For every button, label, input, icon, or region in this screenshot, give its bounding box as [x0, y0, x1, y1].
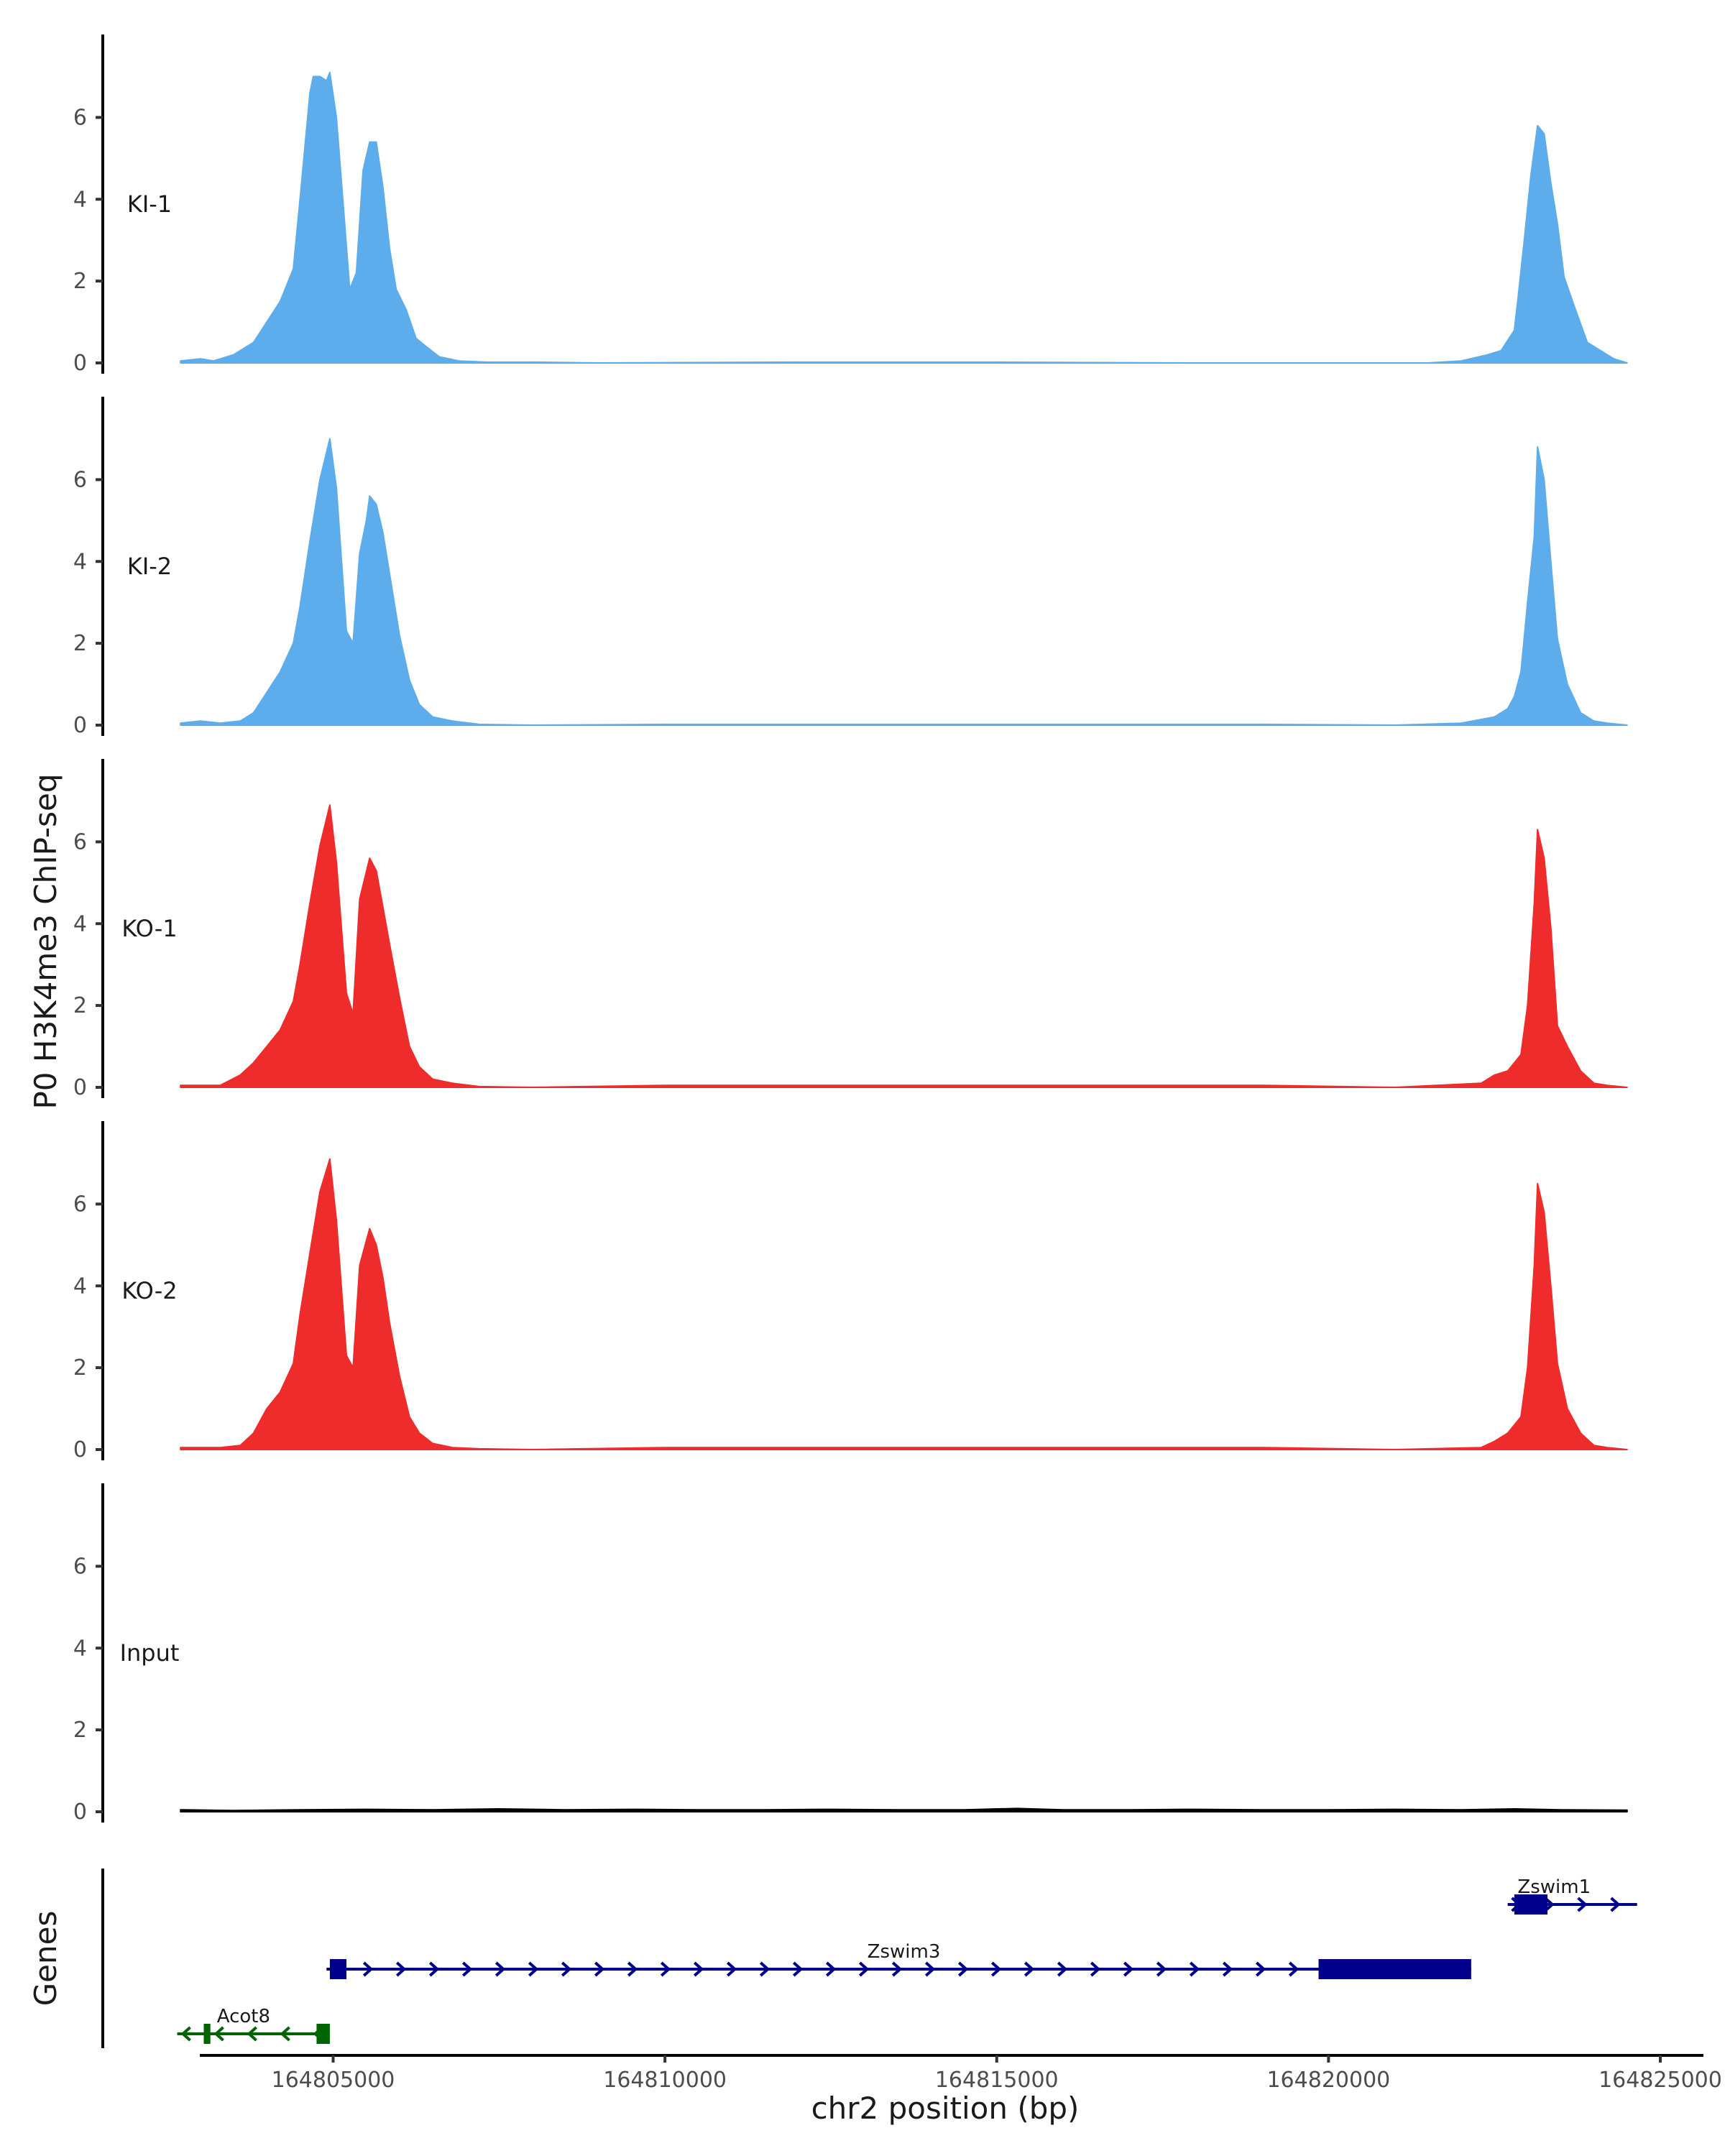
y-tick-label: 4 [73, 549, 87, 574]
strand-chevron [1123, 1961, 1134, 1977]
strand-chevron [1024, 1961, 1035, 1977]
strand-chevron [627, 1961, 638, 1977]
gene-exon [329, 1959, 346, 1979]
track-label: Input [120, 1639, 180, 1667]
strand-chevron [395, 1961, 407, 1977]
strand-chevron [494, 1961, 506, 1977]
y-tick-label: 2 [73, 1355, 87, 1381]
strand-chevron [1255, 1961, 1266, 1977]
y-tick-label: 6 [73, 1554, 87, 1579]
genes-axis-title: Genes [28, 1911, 63, 2007]
y-tick-label: 4 [73, 1636, 87, 1661]
strand-chevron [180, 2026, 191, 2042]
track-label: KO-1 [121, 915, 177, 942]
y-tick-label: 6 [73, 105, 87, 130]
y-tick-label: 0 [73, 1437, 87, 1462]
gene-zswim3: Zswim3 [326, 1941, 1471, 1979]
strand-chevron [1156, 1961, 1167, 1977]
strand-chevron [858, 1961, 870, 1977]
strand-chevron [891, 1961, 903, 1977]
strand-chevron [528, 1961, 539, 1977]
gene-exon [316, 2024, 330, 2044]
track-ki-2: 0 2 4 6 KI-2 [73, 397, 1628, 738]
strand-chevron [247, 2026, 257, 2042]
track-label: KI-2 [127, 553, 172, 580]
strand-chevron [924, 1961, 936, 1977]
gene-annotation-panel: Zswim1 Zswim3 Acot8 [101, 1869, 1637, 2048]
signal-tracks: 0 2 4 6 KI-1 0 2 4 6 KI-2 0 2 4 6 KO-1 0 2 4 6 KO-2 0 2 4 6 Inpu… [73, 34, 1628, 1825]
y-tick-label: 2 [73, 1718, 87, 1743]
x-tick-label: 164805000 [272, 2068, 395, 2093]
strand-chevron [213, 2026, 224, 2042]
strand-chevron [1189, 1961, 1200, 1977]
strand-chevron [1288, 1961, 1300, 1977]
y-axis-title: P0 H3K4me3 ChIP-seq [28, 773, 63, 1109]
gene-exon [1318, 1959, 1471, 1979]
strand-chevron [759, 1961, 770, 1977]
strand-chevron [362, 1961, 374, 1977]
signal-area [180, 1158, 1628, 1450]
y-tick-label: 0 [73, 351, 87, 376]
strand-chevron [693, 1961, 704, 1977]
strand-chevron [990, 1961, 1002, 1977]
strand-chevron [1610, 1897, 1621, 1912]
y-tick-label: 2 [73, 631, 87, 656]
strand-chevron [660, 1961, 671, 1977]
strand-chevron [594, 1961, 605, 1977]
y-tick-label: 4 [73, 187, 87, 212]
track-input: 0 2 4 6 Input [73, 1483, 1628, 1825]
strand-chevron [280, 2026, 290, 2042]
gene-zswim1: Zswim1 [1507, 1876, 1637, 1915]
gene-acot8: Acot8 [177, 2006, 330, 2044]
track-label: KI-1 [127, 190, 172, 218]
track-ko-1: 0 2 4 6 KO-1 [73, 759, 1628, 1100]
x-tick-label: 164815000 [935, 2068, 1059, 2093]
x-tick-label: 164825000 [1598, 2068, 1722, 2093]
strand-chevron [1222, 1961, 1233, 1977]
track-ko-2: 0 2 4 6 KO-2 [73, 1121, 1628, 1462]
gene-label: Acot8 [217, 2006, 270, 2027]
strand-chevron [957, 1961, 969, 1977]
y-tick-label: 0 [73, 713, 87, 738]
strand-chevron [461, 1961, 473, 1977]
strand-chevron [1090, 1961, 1101, 1977]
x-tick-label: 164820000 [1266, 2068, 1390, 2093]
y-tick-label: 6 [73, 1192, 87, 1217]
signal-area [180, 804, 1628, 1088]
strand-chevron [825, 1961, 837, 1977]
signal-area [180, 438, 1628, 726]
y-tick-label: 4 [73, 911, 87, 936]
track-label: KO-2 [121, 1277, 177, 1304]
strand-chevron [726, 1961, 737, 1977]
y-tick-label: 6 [73, 467, 87, 492]
y-tick-label: 2 [73, 269, 87, 294]
signal-area [180, 71, 1628, 364]
y-tick-label: 2 [73, 993, 87, 1018]
strand-chevron [428, 1961, 440, 1977]
x-tick-label: 164810000 [603, 2068, 727, 2093]
y-tick-label: 0 [73, 1075, 87, 1100]
strand-chevron [1577, 1897, 1588, 1912]
x-axis: 164805000 164810000 164815000 164820000 1648… [200, 2054, 1722, 2093]
strand-chevron [561, 1961, 572, 1977]
strand-chevron [792, 1961, 804, 1977]
gene-label: Zswim1 [1517, 1876, 1591, 1898]
track-ki-1: 0 2 4 6 KI-1 [73, 34, 1628, 376]
signal-area [180, 1807, 1628, 1812]
x-axis-title: chr2 position (bp) [811, 2091, 1080, 2126]
y-tick-label: 6 [73, 829, 87, 854]
gene-label: Zswim3 [868, 1941, 941, 1963]
y-tick-label: 4 [73, 1273, 87, 1299]
y-tick-label: 0 [73, 1800, 87, 1825]
gene-exon [1514, 1894, 1548, 1915]
gene-exon [203, 2024, 211, 2044]
strand-chevron [1057, 1961, 1068, 1977]
